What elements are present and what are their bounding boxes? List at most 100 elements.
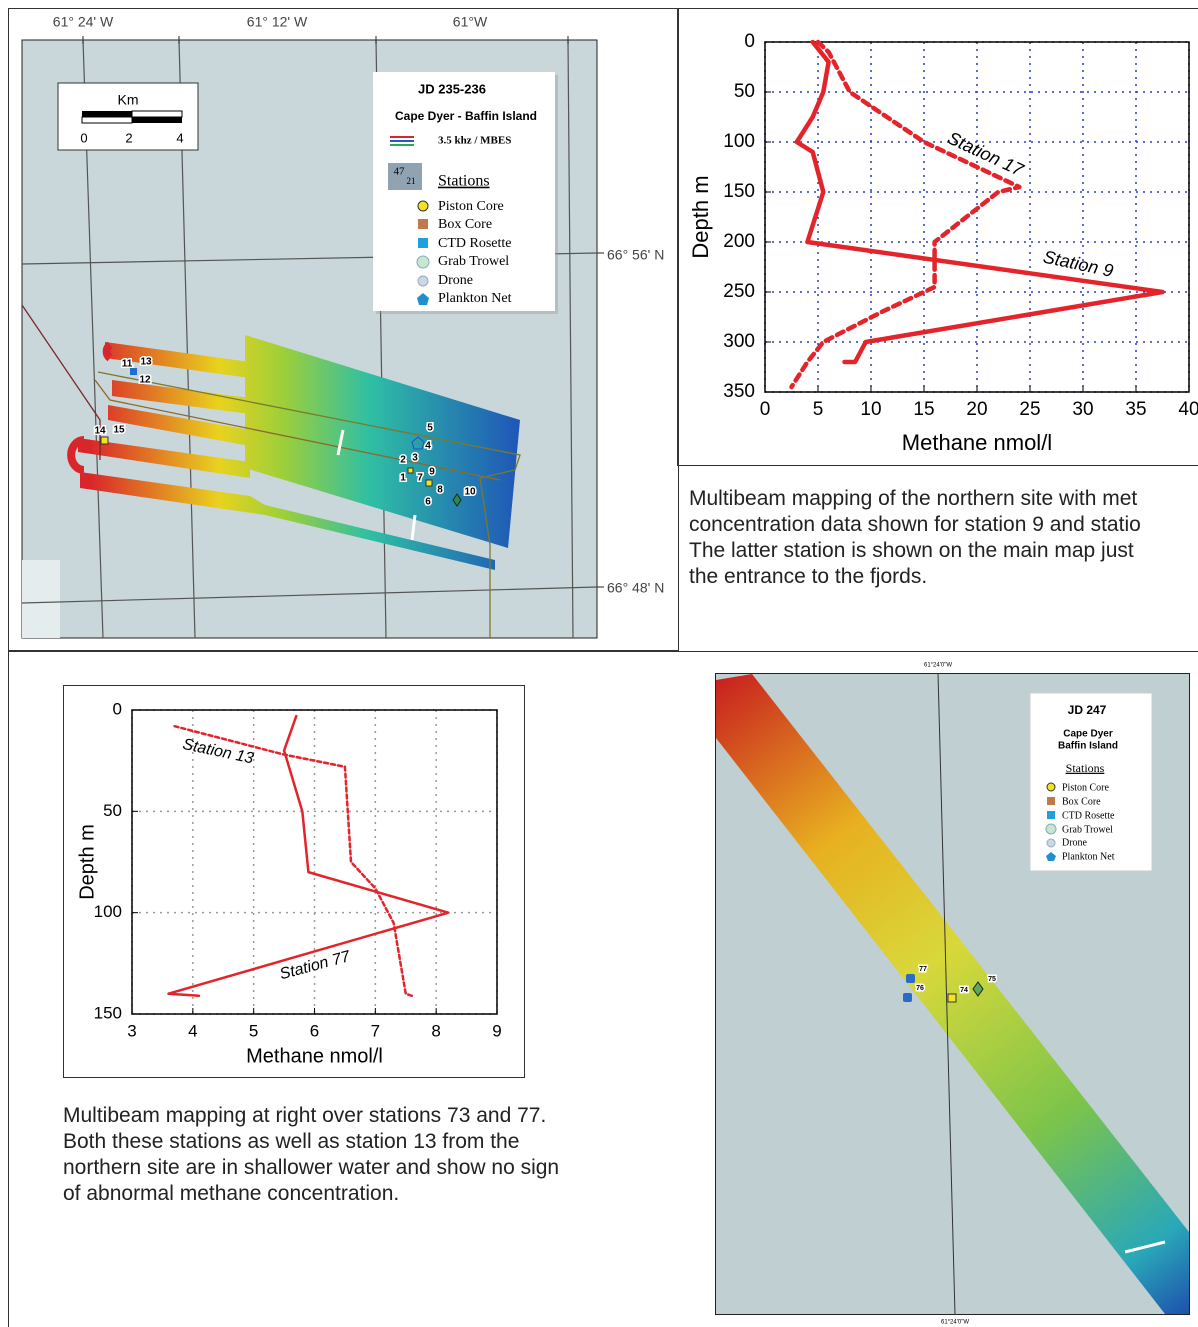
x-tick-label: 4: [188, 1021, 197, 1040]
y-tick-label: 350: [723, 381, 755, 402]
lat-label: 66° 48' N: [607, 580, 664, 596]
y-tick-label: 300: [723, 331, 755, 352]
x-tick-label: 5: [249, 1021, 258, 1040]
station-label: 1: [400, 473, 406, 484]
caption-line: The latter station is shown on the main …: [689, 538, 1141, 564]
x-tick-label: 9: [492, 1021, 501, 1040]
page: Km 0 2 4 61° 24' W 61° 12' W 61°W 66° 56…: [0, 0, 1198, 1327]
scale-tick: 4: [176, 130, 183, 145]
caption-line: Both these stations as well as station 1…: [63, 1129, 559, 1155]
caption-line: Multibeam mapping at right over stations…: [63, 1103, 559, 1129]
x-axis-label: Methane nmol/l: [902, 430, 1052, 455]
legend-icon-text: 21: [407, 176, 416, 186]
y-tick-label: 150: [94, 1003, 122, 1022]
lon-label: 61° 12' W: [247, 14, 308, 30]
legend-item: CTD Rosette: [1062, 810, 1115, 821]
x-tick-label: 5: [813, 399, 824, 420]
x-tick-label: 10: [860, 399, 881, 420]
data-line: [797, 42, 1163, 362]
station-label: 9: [429, 467, 435, 478]
legend-item: Plankton Net: [1062, 851, 1115, 862]
southern-map: 61°24'0"W 61°24'0"W JD 247 Cape Dyer Baf…: [716, 663, 1190, 1326]
scale-tick: 2: [125, 130, 132, 145]
x-tick-label: 6: [310, 1021, 319, 1040]
legend-item: Grab Trowel: [438, 254, 509, 269]
y-tick-label: 0: [744, 31, 755, 52]
station-label: 74: [960, 987, 968, 994]
legend-item: Plankton Net: [438, 291, 512, 306]
legend-heading: Stations: [1066, 761, 1105, 775]
x-tick-label: 8: [431, 1021, 440, 1040]
x-tick-label: 40: [1178, 399, 1198, 420]
caption-line: of abnormal methane concentration.: [63, 1181, 559, 1207]
y-tick-label: 50: [103, 801, 122, 820]
station-label: 3: [412, 453, 418, 464]
x-tick-label: 30: [1072, 399, 1093, 420]
legend-item: Box Core: [1062, 796, 1101, 807]
x-tick-label: 0: [760, 399, 771, 420]
legend-subtitle: Baffin Island: [1058, 741, 1118, 752]
y-tick-label: 100: [723, 131, 755, 152]
caption-line: the entrance to the fjords.: [689, 564, 1141, 590]
station-label: 4: [425, 441, 431, 452]
station-label: 2: [400, 455, 406, 466]
series-label: Station 77: [278, 948, 353, 983]
y-axis-label: Depth m: [688, 175, 713, 258]
lon-label: 61°24'0"W: [941, 1320, 969, 1326]
station-label: 6: [425, 497, 431, 508]
station-label: 14: [94, 426, 106, 437]
legend-icon-text: 47: [394, 166, 406, 178]
legend-item: Piston Core: [1062, 782, 1110, 793]
y-axis-label: Depth m: [76, 824, 98, 900]
x-axis-label: Methane nmol/l: [246, 1045, 383, 1067]
legend-track: 3.5 khz / MBES: [438, 135, 511, 147]
x-tick-label: 15: [913, 399, 934, 420]
legend-item: CTD Rosette: [438, 236, 512, 251]
station-label: 77: [919, 966, 927, 973]
station-label: 75: [988, 976, 996, 983]
station-label: 11: [122, 359, 133, 370]
scale-tick: 0: [80, 130, 87, 145]
x-tick-label: 7: [371, 1021, 380, 1040]
station-label: 10: [464, 487, 476, 498]
station-label: 5: [427, 423, 433, 434]
legend-title: JD 247: [1068, 703, 1107, 717]
legend-item: Drone: [1062, 837, 1088, 848]
x-tick-label: 20: [966, 399, 987, 420]
legend-item: Box Core: [438, 217, 492, 232]
caption-line: concentration data shown for station 9 a…: [689, 512, 1141, 538]
station-label: 13: [140, 357, 152, 368]
lat-label: 66° 56' N: [607, 247, 664, 263]
caption-line: northern site are in shallower water and…: [63, 1155, 559, 1181]
x-tick-label: 25: [1019, 399, 1040, 420]
legend-title: JD 235-236: [418, 81, 486, 96]
legend-heading: Stations: [438, 173, 490, 190]
legend-subtitle: Cape Dyer: [1063, 729, 1113, 740]
lon-label: 61°24'0"W: [924, 663, 952, 669]
y-tick-label: 50: [734, 81, 755, 102]
y-tick-label: 250: [723, 281, 755, 302]
x-tick-label: 3: [127, 1021, 136, 1040]
y-tick-label: 200: [723, 231, 755, 252]
station-label: 12: [139, 375, 151, 386]
northern-map: Km 0 2 4 61° 24' W 61° 12' W 61°W 66° 56…: [22, 14, 664, 638]
legend-item: Grab Trowel: [1062, 824, 1113, 835]
caption: Multibeam mapping at right over stations…: [63, 1103, 559, 1207]
station-label: 8: [437, 485, 443, 496]
y-tick-label: 100: [94, 902, 122, 921]
lon-label: 61° 24' W: [53, 14, 114, 30]
scale-title: Km: [118, 92, 139, 108]
legend-subtitle: Cape Dyer - Baffin Island: [395, 109, 537, 123]
y-tick-label: 150: [723, 181, 755, 202]
station-label: 76: [916, 985, 924, 992]
y-tick-label: 0: [113, 699, 122, 718]
caption-line: Multibeam mapping of the northern site w…: [689, 486, 1141, 512]
lon-label: 61°W: [453, 14, 488, 30]
data-line: [175, 726, 412, 996]
station-label: 15: [113, 425, 125, 436]
legend-item: Piston Core: [438, 199, 504, 214]
series-label: Station 13: [181, 736, 255, 768]
caption: Multibeam mapping of the northern site w…: [689, 486, 1141, 590]
station-label: 7: [417, 473, 423, 484]
legend-item: Drone: [438, 273, 473, 288]
